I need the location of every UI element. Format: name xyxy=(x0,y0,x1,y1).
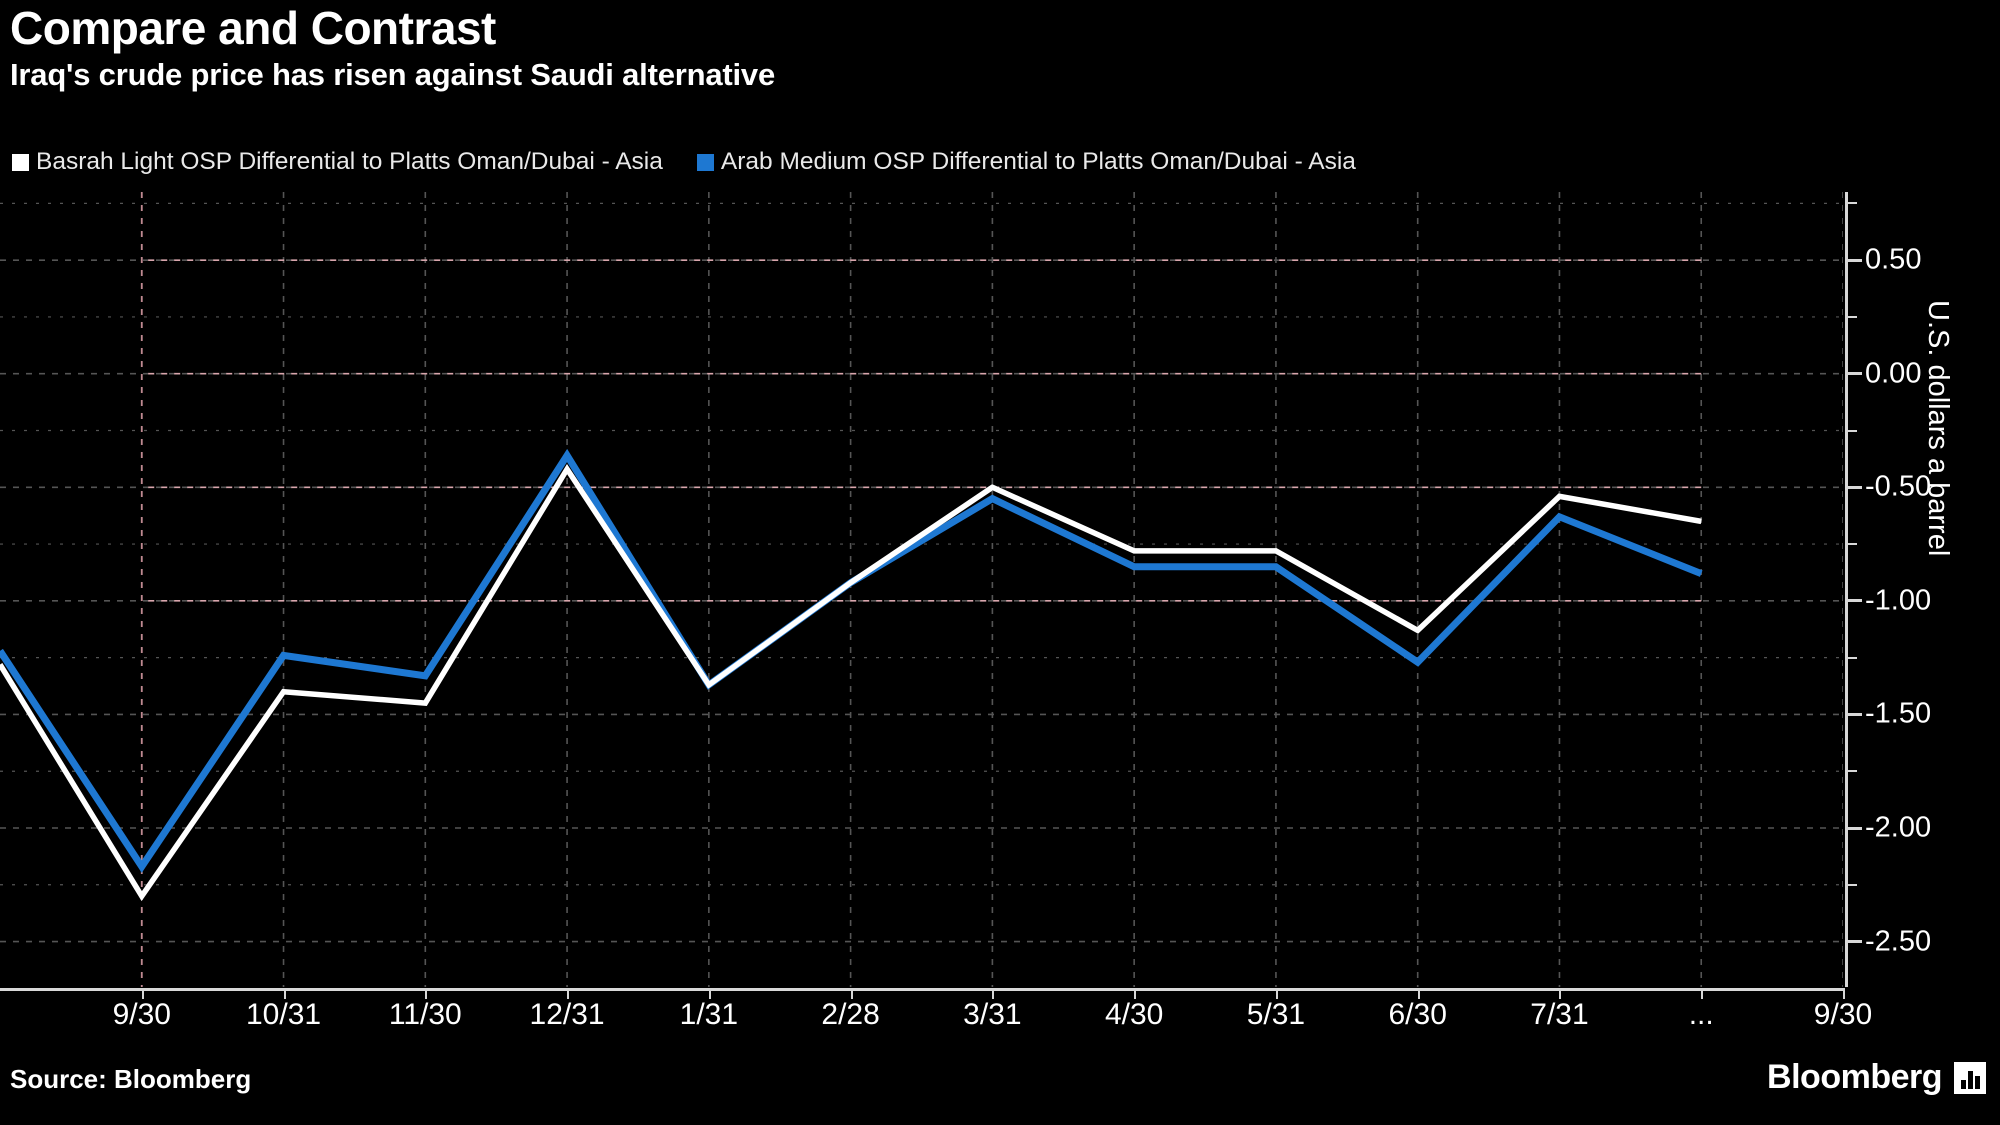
x-axis-tick-label: 6/30 xyxy=(1388,998,1447,1031)
y-axis-tick-minor xyxy=(1848,543,1857,546)
x-axis-tick-label: 4/30 xyxy=(1104,998,1164,1031)
y-axis-tick-label: -1.00 xyxy=(1865,584,1932,617)
x-axis-tick-label: 1/31 xyxy=(679,998,739,1031)
y-axis-tick-major xyxy=(1848,258,1862,262)
y-axis-tick-minor xyxy=(1848,315,1857,318)
x-axis-tick xyxy=(708,988,711,999)
x-axis-tick xyxy=(1701,988,1704,999)
x-axis-tick-label: 9/30 xyxy=(112,998,171,1031)
y-axis-tick-major xyxy=(1848,485,1862,489)
x-axis-tick xyxy=(992,988,995,999)
x-axis-tick-label: ... xyxy=(1688,998,1714,1031)
y-axis-tick-minor xyxy=(1848,770,1857,773)
y-axis-tick-label: -1.50 xyxy=(1865,697,1932,730)
legend-label: Arab Medium OSP Differential to Platts O… xyxy=(720,148,1356,175)
legend-entry-0[interactable]: Basrah Light OSP Differential to Platts … xyxy=(12,148,663,175)
y-axis-tick-major xyxy=(1848,826,1862,830)
page-subtitle: Iraq's crude price has risen against Sau… xyxy=(10,57,775,93)
source-note: Source: Bloomberg xyxy=(10,1064,252,1094)
x-axis-tick-label: 3/31 xyxy=(963,998,1022,1031)
x-axis-tick-label: 7/31 xyxy=(1530,998,1589,1031)
chart-header: Compare and Contrast Iraq's crude price … xyxy=(10,4,1990,92)
x-axis-tick xyxy=(1275,988,1278,999)
legend-entry-1[interactable]: Arab Medium OSP Differential to Platts O… xyxy=(696,148,1356,175)
y-axis-spine xyxy=(1845,192,1848,987)
y-axis-tick-major xyxy=(1848,940,1862,944)
x-axis-tick xyxy=(567,988,570,999)
x-axis-tick xyxy=(425,988,428,999)
square-swatch-icon xyxy=(12,153,29,171)
x-axis-tick xyxy=(141,988,144,999)
x-axis-tick xyxy=(850,988,853,999)
x-axis-tick xyxy=(1559,988,1562,999)
x-axis-tick xyxy=(283,988,286,999)
y-axis-tick-major xyxy=(1848,712,1862,716)
y-axis-tick-minor xyxy=(1848,202,1857,205)
y-axis-title: U.S. dollars a barrel xyxy=(1922,300,1954,557)
x-axis-line xyxy=(0,988,1845,991)
x-axis-tick-label: 12/31 xyxy=(529,998,605,1031)
y-axis-tick-label: -0.50 xyxy=(1865,470,1932,503)
square-swatch-icon xyxy=(696,153,714,171)
y-axis-tick-major xyxy=(1848,599,1862,603)
plot-area xyxy=(0,192,1843,987)
x-axis-tick-label: 11/30 xyxy=(388,998,462,1031)
x-axis-tick-label: 5/31 xyxy=(1246,998,1306,1031)
y-axis-tick-label: 0.00 xyxy=(1865,357,1922,390)
page-title: Compare and Contrast xyxy=(10,2,496,54)
y-axis: 0.50 0.00 -0.50 -1.00 -1.50 -2.00 -2.50 xyxy=(1843,192,1963,987)
series-line-basrah-light xyxy=(0,463,1702,902)
y-axis-tick-minor xyxy=(1848,656,1857,659)
y-axis-tick-major xyxy=(1848,372,1862,376)
plot-svg xyxy=(0,192,1843,987)
bloomberg-terminal-icon xyxy=(1954,1062,1986,1094)
x-axis-tick xyxy=(1843,988,1845,999)
x-axis-tick-label: 9/30 xyxy=(1813,998,1873,1031)
y-axis-tick-minor xyxy=(1848,429,1857,432)
y-axis-tick-label: -2.50 xyxy=(1865,925,1932,958)
chart-legend: Basrah Light OSP Differential to Platts … xyxy=(12,148,1356,175)
brand-label: Bloomberg xyxy=(1767,1058,1942,1096)
y-axis-tick-label: -2.00 xyxy=(1865,811,1932,844)
y-axis-tick-label: 0.50 xyxy=(1865,243,1922,276)
x-axis-tick-label: 2/28 xyxy=(821,998,880,1031)
x-axis-tick-label: 10/31 xyxy=(245,998,322,1031)
x-axis-tick xyxy=(1134,988,1137,999)
y-axis-tick-minor xyxy=(1848,883,1857,886)
x-axis-tick xyxy=(1417,988,1420,999)
legend-label: Basrah Light OSP Differential to Platts … xyxy=(36,148,663,175)
